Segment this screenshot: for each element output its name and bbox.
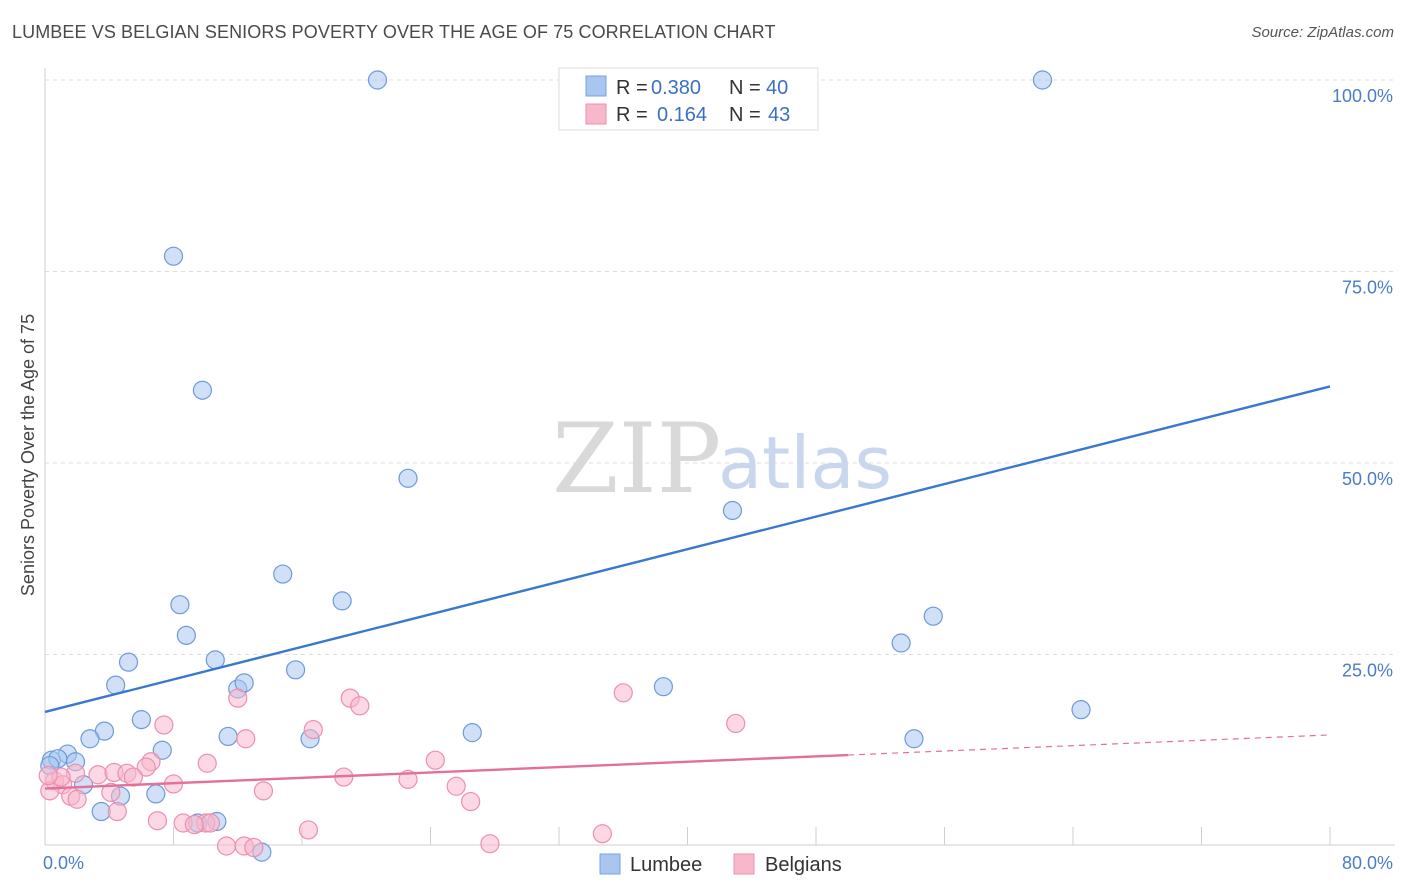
legend-r-label-lumbee: R = [616, 77, 648, 99]
lumbee-point-3 [192, 380, 213, 400]
belgians-point-34 [298, 820, 319, 840]
belgians-point-35 [592, 824, 612, 844]
watermark-zip: ZIP [552, 403, 721, 515]
lumbee-point-12 [118, 652, 139, 672]
belgians-point-4 [726, 713, 746, 734]
legend-n-value-lumbee: 40 [766, 77, 788, 99]
lumbee-point-20 [131, 710, 151, 730]
legend-r-value-lumbee: 0.380 [651, 77, 701, 99]
legend-bottom-swatch-lumbee [599, 853, 621, 875]
legend-bottom-label-lumbee: Lumbee [630, 854, 702, 876]
data-points [38, 70, 1091, 862]
legend-r-value-belgians: 0.164 [657, 104, 707, 126]
lumbee-point-5 [722, 500, 743, 521]
lumbee-point-35 [91, 801, 111, 822]
tick-labels: 25.0% 50.0% 75.0% 100.0% 0.0% 80.0% [43, 86, 1393, 873]
y-tick-label-50: 50.0% [1342, 469, 1393, 489]
belgians-point-16 [123, 767, 143, 787]
legend-swatch-lumbee [585, 75, 607, 97]
belgians-point-22 [446, 776, 466, 796]
legend-top: R = 0.380 N = 40 R = 0.164 N = 43 [558, 67, 819, 131]
y-axis-title: Seniors Poverty Over the Age of 75 [18, 314, 38, 596]
lumbee-point-14 [285, 660, 306, 680]
lumbee-point-26 [904, 729, 924, 749]
lumbee-point-0 [367, 70, 388, 90]
belgians-point-3 [228, 688, 248, 708]
legend-swatch-belgians [585, 103, 607, 125]
y-tick-label-100: 100.0% [1332, 86, 1393, 106]
belgians-point-8 [425, 750, 445, 770]
belgians-point-36 [216, 836, 237, 856]
legend-n-label-belgians: N = [729, 104, 761, 126]
belgians-point-10 [197, 753, 217, 773]
source-credit: Source: ZipAtlas.com [1251, 24, 1394, 41]
legend-bottom-swatch-belgians [733, 853, 755, 875]
lumbee-point-23 [218, 726, 238, 747]
lumbee-point-10 [176, 625, 196, 645]
belgians-trend-line-extrapolated [848, 734, 1331, 756]
lumbee-point-25 [462, 723, 482, 743]
legend-r-label-belgians: R = [616, 104, 648, 126]
chart-title: LUMBEE VS BELGIAN SENIORS POVERTY OVER T… [12, 22, 776, 42]
belgians-point-39 [480, 834, 500, 854]
belgians-point-27 [67, 789, 87, 809]
lumbee-point-22 [80, 729, 100, 749]
axes [44, 68, 1395, 846]
legend-bottom: Lumbee Belgians [599, 853, 842, 876]
y-tick-label-25: 25.0% [1342, 661, 1393, 681]
watermark: ZIP atlas [552, 403, 892, 515]
belgians-point-7 [236, 729, 256, 749]
x-tick-label-min: 0.0% [43, 853, 84, 873]
y-tick-label-75: 75.0% [1342, 278, 1393, 298]
belgians-point-18 [398, 769, 418, 789]
lumbee-point-8 [332, 591, 352, 611]
belgians-point-32 [200, 813, 221, 833]
lumbee-point-2 [163, 246, 184, 266]
trend-lines [44, 385, 1331, 790]
lumbee-point-7 [170, 595, 190, 615]
legend-n-value-belgians: 43 [768, 104, 790, 126]
legend-bottom-label-belgians: Belgians [765, 854, 842, 876]
lumbee-point-19 [1071, 700, 1091, 720]
lumbee-point-27 [152, 740, 172, 760]
belgians-point-38 [244, 837, 264, 858]
belgians-point-13 [88, 765, 108, 785]
lumbee-point-11 [891, 633, 911, 653]
belgians-point-11 [136, 757, 156, 777]
belgians-trend-line [44, 753, 849, 790]
belgians-point-6 [303, 719, 323, 740]
belgians-point-23 [253, 781, 274, 801]
belgians-point-28 [461, 791, 481, 812]
legend-n-label-lumbee: N = [729, 77, 761, 99]
lumbee-point-34 [146, 784, 166, 804]
belgians-point-42 [184, 814, 204, 835]
belgians-point-5 [154, 715, 174, 735]
lumbee-point-1 [1032, 70, 1053, 90]
belgians-point-0 [613, 683, 633, 703]
belgians-point-24 [101, 782, 121, 802]
belgians-point-29 [107, 801, 127, 822]
lumbee-point-4 [398, 468, 418, 488]
x-tick-label-max: 80.0% [1342, 853, 1393, 873]
belgians-point-41 [38, 765, 58, 786]
lumbee-point-6 [273, 564, 293, 584]
belgians-point-2 [350, 696, 370, 716]
lumbee-trend-line [44, 385, 1331, 714]
belgians-point-30 [147, 811, 168, 831]
lumbee-point-18 [653, 677, 674, 697]
lumbee-point-9 [923, 606, 943, 626]
gridlines [45, 79, 1395, 655]
watermark-atlas: atlas [718, 421, 892, 505]
